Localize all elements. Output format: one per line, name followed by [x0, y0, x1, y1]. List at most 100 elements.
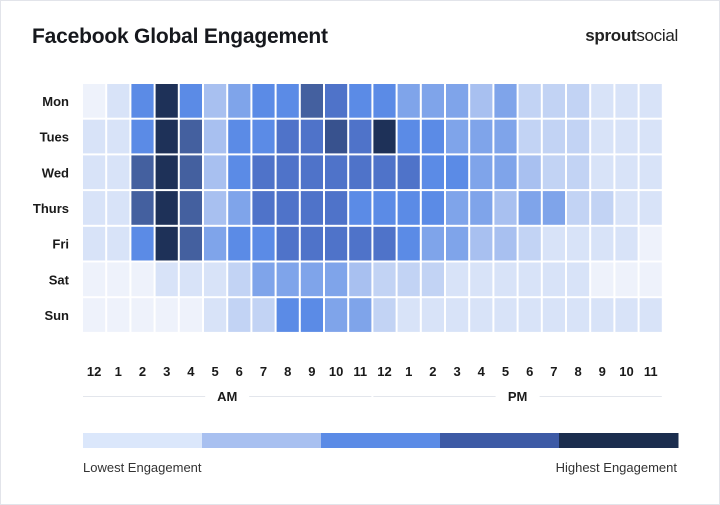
day-label: Mon	[42, 94, 69, 109]
heatmap-cell	[421, 155, 444, 190]
hour-label: 3	[453, 364, 460, 379]
hour-label: 1	[115, 364, 122, 379]
hour-label: 12	[87, 364, 101, 379]
heatmap-cell	[446, 226, 469, 261]
heatmap-cell	[131, 119, 154, 154]
heatmap-cell	[567, 155, 590, 190]
heatmap-cell	[276, 191, 299, 225]
heatmap-cell	[204, 155, 227, 190]
hour-label: 9	[599, 364, 606, 379]
heatmap-cell	[591, 298, 614, 332]
heatmap-cell	[349, 262, 372, 297]
heatmap-cell	[300, 298, 323, 332]
heatmap-cell	[252, 298, 275, 332]
legend-swatch	[202, 433, 322, 448]
heatmap-cell	[615, 155, 638, 190]
heatmap-cell	[591, 119, 614, 154]
heatmap-cell	[470, 298, 493, 332]
brand-logo-part1: sprout	[585, 26, 637, 45]
heatmap-cell	[300, 119, 323, 154]
heatmap-cell	[373, 84, 396, 118]
heatmap-cell	[373, 119, 396, 154]
heatmap-cell	[204, 191, 227, 225]
heatmap-cell	[179, 191, 202, 225]
heatmap-cell	[591, 226, 614, 261]
heatmap-cell	[155, 298, 178, 332]
heatmap-cell	[300, 226, 323, 261]
heatmap-cell	[567, 84, 590, 118]
heatmap-cell	[131, 298, 154, 332]
heatmap-cell	[300, 191, 323, 225]
heatmap-cell	[397, 262, 420, 297]
brand-logo: sproutsocial	[585, 26, 678, 46]
heatmap-cell	[131, 262, 154, 297]
heatmap-cell	[518, 298, 541, 332]
heatmap-cell	[373, 262, 396, 297]
heatmap-cell	[252, 119, 275, 154]
heatmap-cell	[349, 119, 372, 154]
day-label: Tues	[40, 130, 69, 145]
heatmap-cell	[325, 226, 348, 261]
heatmap-cell	[204, 84, 227, 118]
heatmap-cell	[470, 84, 493, 118]
heatmap-cell	[397, 226, 420, 261]
heatmap-cell	[470, 226, 493, 261]
heatmap-cell	[83, 226, 106, 261]
hour-label: 6	[236, 364, 243, 379]
heatmap-cell	[179, 155, 202, 190]
heatmap-cell	[155, 155, 178, 190]
heatmap-cell	[591, 84, 614, 118]
heatmap-cell	[179, 298, 202, 332]
heatmap-cell	[446, 298, 469, 332]
heatmap-cell	[494, 262, 517, 297]
heatmap-cell	[276, 155, 299, 190]
legend-swatch	[440, 433, 560, 448]
heatmap-cell	[446, 84, 469, 118]
heatmap-cell	[107, 119, 130, 154]
heatmap-cell	[349, 84, 372, 118]
heatmap-cell	[228, 84, 251, 118]
period-label-bg	[495, 387, 540, 405]
period-label: AM	[217, 389, 237, 404]
heatmap-cell	[470, 262, 493, 297]
heatmap-cell	[204, 298, 227, 332]
heatmap-cell	[107, 84, 130, 118]
heatmap-cell	[446, 191, 469, 225]
heatmap-cell	[107, 298, 130, 332]
heatmap-cell	[421, 191, 444, 225]
heatmap-cell	[494, 155, 517, 190]
heatmap-cell	[276, 226, 299, 261]
heatmap-cell	[131, 226, 154, 261]
heatmap-cell	[615, 84, 638, 118]
hour-label: 10	[619, 364, 633, 379]
heatmap-cell	[155, 119, 178, 154]
heatmap-cell	[397, 84, 420, 118]
heatmap-cell	[252, 262, 275, 297]
heatmap-cell	[397, 155, 420, 190]
heatmap-cell	[83, 155, 106, 190]
heatmap-cell	[615, 226, 638, 261]
heatmap-cell	[470, 155, 493, 190]
heatmap-cell	[179, 226, 202, 261]
heatmap-cell	[228, 155, 251, 190]
hour-label: 5	[211, 364, 218, 379]
day-label: Wed	[42, 165, 69, 180]
heatmap-cell	[83, 191, 106, 225]
hour-label: 8	[284, 364, 291, 379]
heatmap-cell	[83, 119, 106, 154]
heatmap-cell	[639, 191, 662, 225]
hour-label: 7	[260, 364, 267, 379]
heatmap-cell	[494, 119, 517, 154]
hour-label: 6	[526, 364, 533, 379]
heatmap-cell	[421, 298, 444, 332]
heatmap-cell	[276, 84, 299, 118]
heatmap-cell	[228, 226, 251, 261]
heatmap-cell	[252, 84, 275, 118]
heatmap-cell	[518, 226, 541, 261]
heatmap-cell	[349, 155, 372, 190]
brand-logo-part2: social	[636, 26, 678, 45]
heatmap-cell	[542, 191, 565, 225]
day-label: Thurs	[33, 201, 69, 216]
heatmap-cell	[397, 191, 420, 225]
